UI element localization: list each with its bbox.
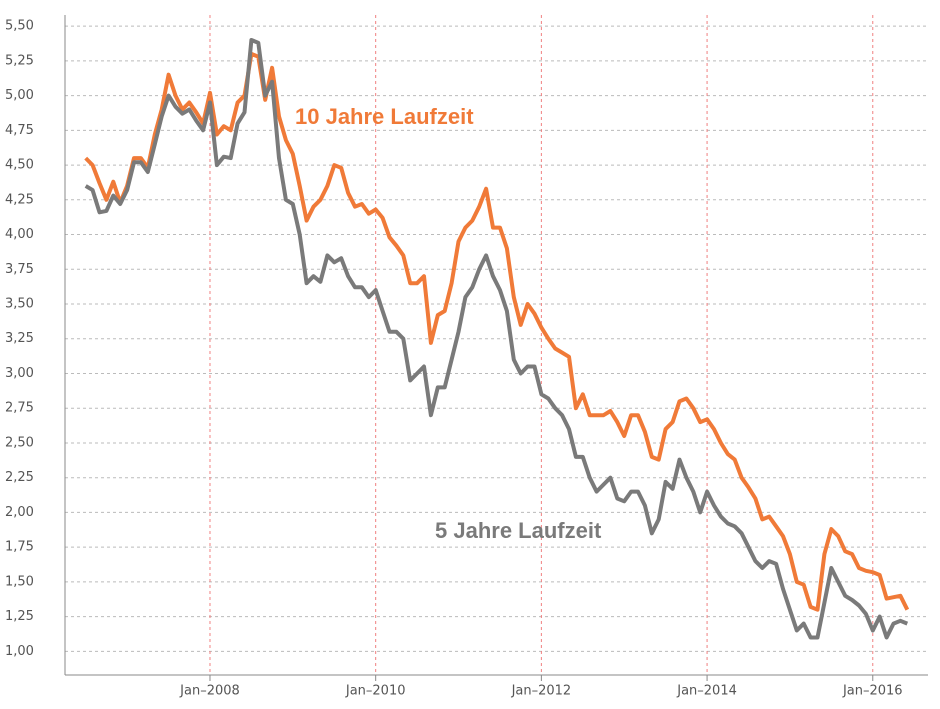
y-tick-label: 4,50 (5, 158, 34, 173)
series-line (84, 38, 909, 640)
x-tick-label: Jan–2016 (842, 684, 903, 699)
y-tick-label: 3,25 (5, 331, 34, 346)
y-tick-label: 3,75 (5, 262, 34, 277)
y-tick-label: 2,25 (5, 470, 34, 485)
x-tick-label: Jan–2010 (345, 684, 406, 699)
y-tick-label: 4,25 (5, 192, 34, 207)
x-tick-label: Jan–2012 (511, 684, 572, 699)
y-tick-label: 3,50 (5, 297, 34, 312)
x-tick-label: Jan–2014 (676, 684, 737, 699)
series-line (84, 51, 910, 612)
y-tick-label: 3,00 (5, 366, 34, 381)
y-tick-label: 1,25 (5, 609, 34, 624)
x-tick-label: Jan–2008 (179, 684, 240, 699)
y-tick-label: 2,00 (5, 505, 34, 520)
y-tick-label: 5,00 (5, 88, 34, 103)
y-tick-label: 4,75 (5, 123, 34, 138)
series-label: 10 Jahre Laufzeit (295, 104, 474, 129)
y-tick-label: 4,00 (5, 227, 34, 242)
y-tick-label: 2,50 (5, 435, 34, 450)
y-tick-label: 5,25 (5, 53, 34, 68)
y-tick-label: 2,75 (5, 401, 34, 416)
y-tick-label: 5,50 (5, 19, 34, 34)
y-tick-label: 1,50 (5, 574, 34, 589)
y-tick-label: 1,00 (5, 644, 34, 659)
y-tick-label: 1,75 (5, 540, 34, 555)
series-label: 5 Jahre Laufzeit (435, 518, 602, 543)
